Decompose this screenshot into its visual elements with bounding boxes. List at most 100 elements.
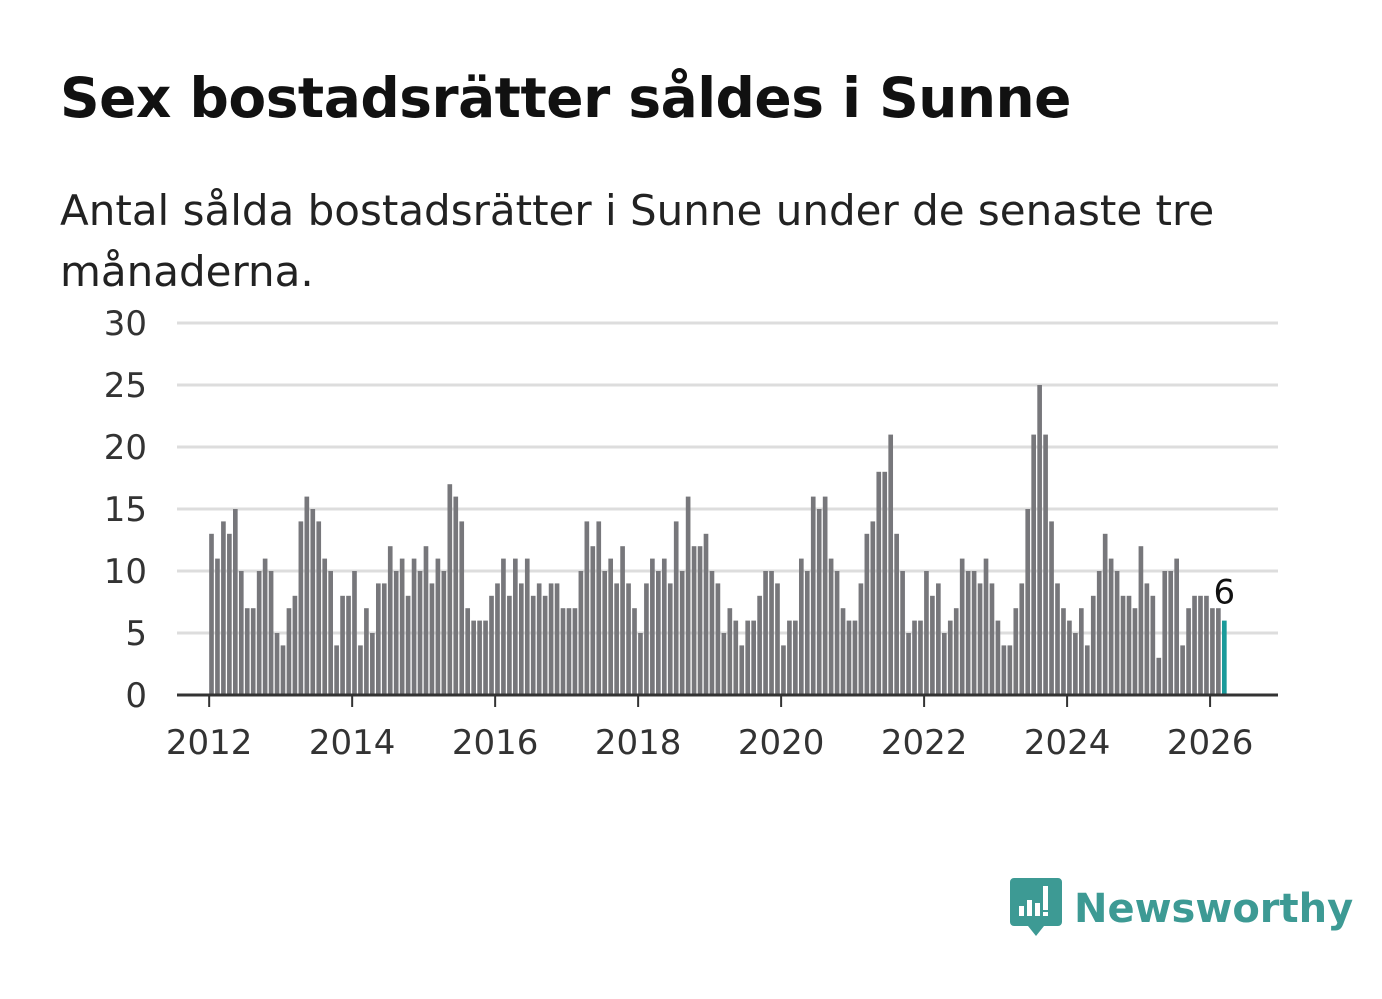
chart-title: Sex bostadsrätter såldes i Sunne [60, 66, 1071, 130]
bar [798, 558, 804, 695]
newsworthy-logo-text: Newsworthy [1074, 886, 1354, 932]
bar [375, 583, 381, 695]
bar [626, 583, 631, 695]
bar [358, 645, 363, 695]
bar [751, 620, 756, 695]
x-tick-label: 2018 [595, 723, 682, 763]
bar [614, 583, 619, 695]
bar [286, 608, 292, 695]
bar [632, 608, 637, 695]
bar [471, 620, 476, 695]
bar [268, 571, 274, 695]
bar-chart: 6 0 5 10 15 20 25 30 2012 2014 2016 2018 2020 2022 20… [104, 304, 1278, 763]
bar [930, 595, 935, 695]
bars: 6 [209, 385, 1239, 695]
bar [1001, 645, 1007, 695]
y-tick-label: 5 [125, 614, 147, 654]
bar [697, 546, 703, 695]
highlight-value-label: 6 [1214, 573, 1236, 613]
bar [840, 608, 846, 695]
bar [1138, 546, 1144, 695]
bar [1043, 434, 1048, 695]
bar [733, 620, 739, 695]
bar [953, 608, 959, 695]
bar [709, 571, 715, 695]
bar [292, 595, 298, 695]
bar [501, 558, 506, 695]
bar [417, 571, 423, 695]
bar [435, 558, 441, 695]
bar [1108, 558, 1114, 695]
bar [650, 558, 655, 695]
x-tick-label: 2022 [881, 723, 968, 763]
y-tick-label: 30 [104, 304, 147, 344]
bar [727, 608, 733, 695]
bar [1174, 558, 1179, 695]
bar [328, 571, 333, 695]
bar [1084, 645, 1090, 695]
bar [1192, 595, 1197, 695]
bar [429, 583, 435, 695]
bar [1120, 595, 1126, 695]
bar [560, 608, 566, 695]
bar [679, 571, 685, 695]
bar [787, 620, 792, 695]
bar [507, 595, 512, 695]
x-tick-label: 2012 [166, 723, 253, 763]
bar [912, 620, 917, 695]
bar [1132, 608, 1138, 695]
bar [1180, 645, 1185, 695]
bar [870, 521, 876, 695]
bar [352, 571, 357, 695]
bar [1025, 509, 1031, 695]
bar [888, 434, 894, 695]
bar [608, 558, 614, 695]
bar [584, 521, 590, 695]
bar [989, 583, 995, 695]
bar [983, 558, 989, 695]
y-tick-label: 20 [104, 428, 147, 468]
bar [656, 571, 661, 695]
bar [1168, 571, 1174, 695]
bar [1061, 608, 1066, 695]
bar [596, 521, 602, 695]
bar [1186, 608, 1191, 695]
bar [393, 571, 399, 695]
bar [667, 583, 673, 695]
bar [381, 583, 387, 695]
bar [542, 595, 548, 695]
bar [566, 608, 572, 695]
bar [894, 533, 899, 695]
bar [1037, 385, 1042, 695]
bar [238, 571, 244, 695]
bar [620, 546, 625, 695]
bar [1102, 533, 1108, 695]
bar [572, 608, 578, 695]
bar [1210, 608, 1215, 695]
x-tick-label: 2016 [452, 723, 539, 763]
bar [816, 509, 822, 695]
bar [947, 620, 953, 695]
y-tick-label: 10 [104, 552, 147, 592]
bar [661, 558, 667, 695]
bar [304, 496, 310, 695]
bar [1096, 571, 1102, 695]
bar [715, 583, 721, 695]
bar [1067, 620, 1072, 695]
bar [906, 633, 911, 695]
bar [233, 509, 238, 695]
bar [1156, 657, 1162, 695]
bar [274, 633, 280, 695]
bar [364, 608, 369, 695]
bar [489, 595, 494, 695]
bar [530, 595, 536, 695]
bar [227, 533, 232, 695]
bar [477, 620, 482, 695]
bar [846, 620, 852, 695]
x-tick-label: 2020 [738, 723, 825, 763]
bar [941, 633, 947, 695]
bar [644, 583, 649, 695]
bar [804, 571, 810, 695]
bar [256, 571, 262, 695]
bar [513, 558, 518, 695]
